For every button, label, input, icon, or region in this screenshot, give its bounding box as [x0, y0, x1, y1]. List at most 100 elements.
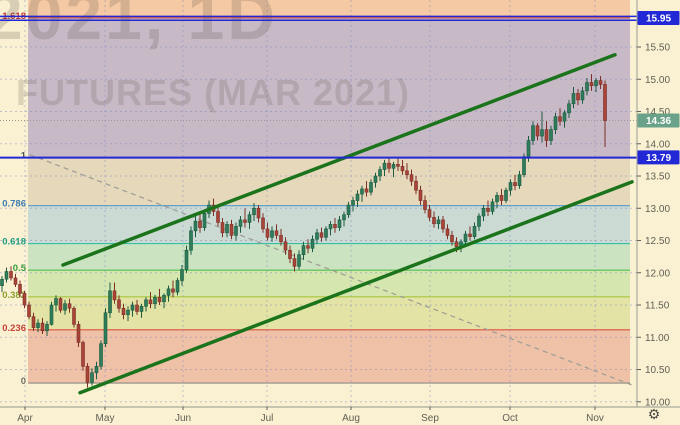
candle: [1, 276, 4, 292]
candle-body: [311, 239, 314, 248]
candle-body: [365, 189, 368, 192]
time-tick-label: Oct: [502, 413, 518, 424]
price-tick-label: 13.50: [645, 172, 670, 183]
horizontal-lines[interactable]: [0, 16, 637, 157]
candle-body: [487, 208, 490, 211]
candle: [100, 340, 103, 369]
candle-body: [239, 220, 242, 226]
candle-body: [446, 229, 449, 235]
candle: [478, 213, 481, 230]
candle: [199, 213, 202, 232]
candle-body: [316, 233, 319, 239]
candle: [352, 197, 355, 212]
price-badge-label: 15.95: [646, 13, 671, 24]
candle: [118, 295, 121, 312]
candle-body: [235, 226, 238, 235]
time-axis[interactable]: AprMayJunJulAugSepOctNov: [0, 407, 680, 425]
candle: [127, 306, 130, 321]
time-tick-label: Nov: [586, 413, 604, 424]
candle: [158, 289, 161, 305]
candle-body: [541, 130, 544, 136]
time-tick-label: Aug: [342, 413, 360, 424]
candle: [50, 302, 53, 326]
candle: [482, 205, 485, 221]
candle-body: [298, 255, 301, 267]
candle: [235, 222, 238, 240]
candle: [154, 295, 157, 309]
candle-body: [392, 164, 395, 168]
candle: [374, 173, 377, 188]
candle-body: [379, 170, 382, 176]
price-badge-label: 14.36: [646, 116, 671, 127]
candle-body: [293, 259, 296, 267]
candle-body: [23, 293, 26, 305]
candle: [581, 87, 584, 104]
price-tick-label: 15.00: [645, 75, 670, 86]
candle-body: [221, 222, 224, 232]
candle: [82, 340, 85, 370]
candle-body: [104, 313, 107, 344]
candle: [167, 286, 170, 302]
candle-body: [568, 104, 571, 113]
candle-body: [437, 220, 440, 224]
candle-body: [415, 181, 418, 190]
candle: [172, 281, 175, 298]
candle: [568, 100, 571, 118]
candle-body: [37, 323, 40, 328]
candle: [536, 123, 539, 140]
candle: [532, 121, 535, 145]
candle: [383, 160, 386, 176]
candle-body: [509, 182, 512, 190]
settings-gear-icon[interactable]: ⚙: [641, 404, 667, 424]
candle-body: [217, 211, 220, 222]
candle: [500, 189, 503, 205]
candle: [406, 163, 409, 179]
candle: [563, 110, 566, 127]
candle: [68, 299, 71, 313]
candle-body: [154, 297, 157, 303]
time-tick-label: Sep: [421, 413, 439, 424]
candle-body: [536, 126, 539, 136]
candle: [487, 201, 490, 216]
candle-body: [383, 163, 386, 169]
candle: [185, 246, 188, 273]
candle: [230, 220, 233, 239]
candle-body: [464, 234, 467, 242]
candle-body: [185, 250, 188, 269]
candle: [311, 235, 314, 252]
candle: [122, 304, 125, 319]
price-tick-label: 11.50: [645, 301, 670, 312]
candle-body: [109, 291, 112, 313]
candle: [307, 239, 310, 253]
candle-body: [262, 218, 265, 229]
candle-body: [284, 242, 287, 250]
candle: [334, 218, 337, 233]
candle-body: [370, 182, 373, 192]
candle-body: [527, 141, 530, 157]
candle-body: [113, 291, 116, 300]
candle-body: [271, 231, 274, 237]
candle-body: [356, 194, 359, 200]
candle: [550, 126, 553, 145]
trendline-channel-upper[interactable]: [63, 55, 615, 265]
candle-body: [203, 213, 206, 227]
candle-body: [428, 210, 431, 218]
candle-body: [347, 205, 350, 215]
candle: [28, 302, 31, 319]
candle-body: [302, 246, 305, 255]
candle: [370, 179, 373, 195]
candle: [5, 268, 8, 283]
candle: [577, 89, 580, 105]
candle-body: [595, 81, 598, 86]
candle: [428, 205, 431, 221]
candle: [55, 295, 58, 311]
candle-body: [172, 289, 175, 292]
candle-body: [599, 81, 602, 85]
candle: [338, 216, 341, 231]
candle-body: [361, 189, 364, 194]
candle-body: [491, 202, 494, 212]
trendline-channel-lower[interactable]: [80, 182, 632, 393]
price-tick-label: 10.50: [645, 365, 670, 376]
price-axis[interactable]: 15.5015.0014.5014.0013.5013.0012.5012.00…: [637, 0, 680, 425]
candle-body: [140, 306, 143, 311]
